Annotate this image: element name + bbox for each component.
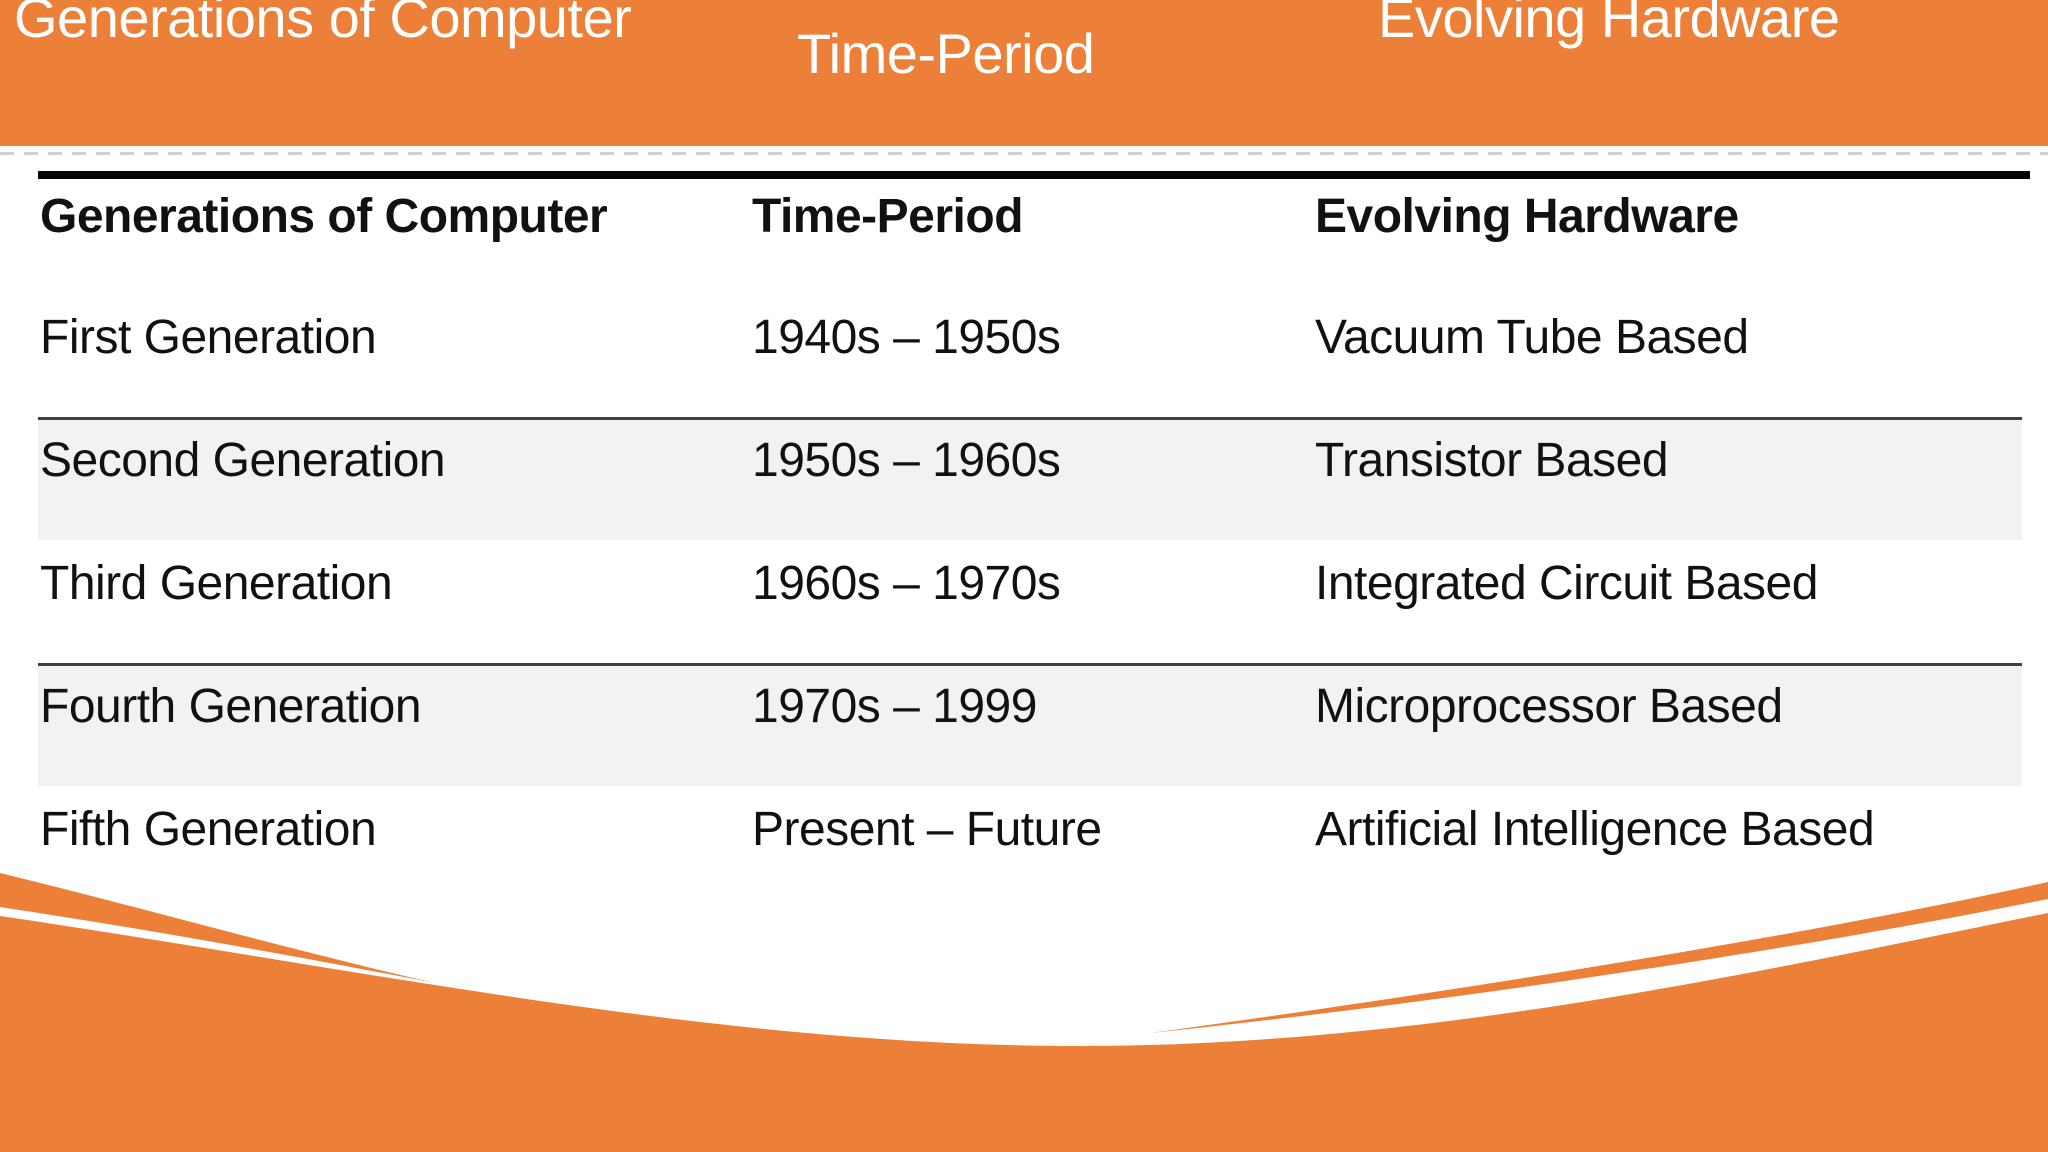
cell-time: 1940s – 1950s: [752, 311, 1061, 364]
wave-left-wedge: [0, 873, 435, 983]
table-row: Fourth Generation 1970s – 1999 Microproc…: [38, 663, 2022, 786]
cell-hardware: Vacuum Tube Based: [1315, 311, 1749, 364]
cell-generation: Third Generation: [40, 557, 393, 610]
dashed-placeholder-border: [0, 152, 2048, 155]
cell-hardware: Transistor Based: [1315, 434, 1669, 487]
wave-main-shape: [0, 913, 2048, 1152]
cell-hardware: Integrated Circuit Based: [1315, 557, 1818, 610]
cell-time: 1960s – 1970s: [752, 557, 1061, 610]
table-row: First Generation 1940s – 1950s Vacuum Tu…: [38, 294, 2022, 417]
column-header-hardware: Evolving Hardware: [1315, 190, 1739, 243]
cell-generation: Second Generation: [40, 434, 446, 487]
banner-time-label: Time-Period: [797, 22, 1095, 85]
table-top-rule: [38, 171, 2030, 179]
table-header-row: Generations of Computer Time-Period Evol…: [38, 179, 2022, 294]
cell-time: 1970s – 1999: [752, 680, 1037, 733]
cell-time: Present – Future: [752, 803, 1102, 856]
cell-generation: First Generation: [40, 311, 377, 364]
cell-generation: Fourth Generation: [40, 680, 422, 733]
banner-title: Generations of Computer: [14, 0, 632, 49]
cell-generation: Fifth Generation: [40, 803, 377, 856]
header-banner: Generations of Computer Time-Period Evol…: [0, 0, 2048, 146]
cell-hardware: Artificial Intelligence Based: [1315, 803, 1875, 856]
column-header-time: Time-Period: [752, 190, 1024, 243]
table-row: Fifth Generation Present – Future Artifi…: [38, 786, 2022, 909]
generations-table: Generations of Computer Time-Period Evol…: [38, 179, 2022, 909]
bottom-wave-graphic: [0, 873, 2048, 1152]
table-row: Third Generation 1960s – 1970s Integrate…: [38, 540, 2022, 663]
table-row: Second Generation 1950s – 1960s Transist…: [38, 417, 2022, 540]
banner-hardware-label: Evolving Hardware: [1378, 0, 1840, 49]
cell-time: 1950s – 1960s: [752, 434, 1061, 487]
cell-hardware: Microprocessor Based: [1315, 680, 1783, 733]
column-header-generation: Generations of Computer: [40, 190, 608, 243]
